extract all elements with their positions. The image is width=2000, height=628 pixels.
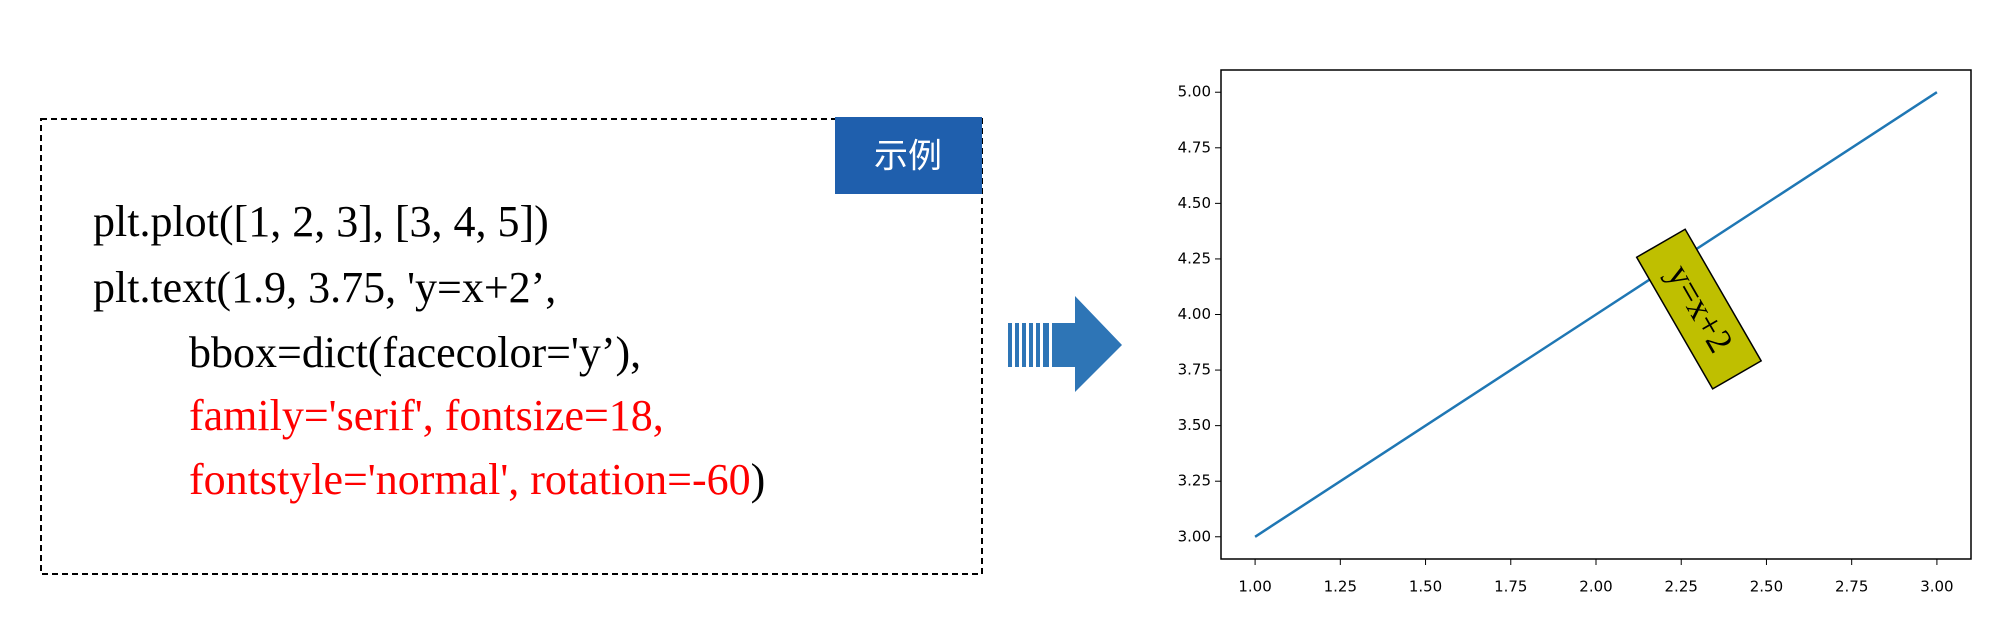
code-segment: ) <box>751 455 766 504</box>
x-tick-label: 2.75 <box>1835 578 1868 596</box>
x-tick-label: 1.25 <box>1324 578 1357 596</box>
annotation-box <box>1635 228 1763 390</box>
x-tick-label: 3.00 <box>1920 578 1953 596</box>
code-line: plt.plot([1, 2, 3], [3, 4, 5]) <box>93 197 549 246</box>
badge-label: 示例 <box>874 137 942 177</box>
x-tick-label: 2.25 <box>1665 578 1698 596</box>
data-line <box>1254 91 1938 538</box>
badge <box>835 117 982 194</box>
y-tick-label: 3.50 <box>1178 416 1211 434</box>
code-segment: bbox=dict(facecolor='y’), <box>189 328 641 377</box>
code-segment: plt.text(1.9, 3.75, 'y=x+2’, <box>93 263 556 312</box>
arrow <box>1008 296 1122 392</box>
code-line: fontstyle='normal', rotation=-60) <box>189 455 765 504</box>
x-tick-label: 2.00 <box>1579 578 1612 596</box>
y-tick-label: 3.25 <box>1178 472 1211 490</box>
code-segment: plt.plot([1, 2, 3], [3, 4, 5]) <box>93 197 549 246</box>
x-tick-label: 2.50 <box>1750 578 1783 596</box>
code-line: plt.text(1.9, 3.75, 'y=x+2’, <box>93 263 556 312</box>
y-tick-label: 3.00 <box>1178 527 1211 545</box>
code-line: family='serif', fontsize=18, <box>189 391 664 440</box>
y-tick-label: 4.50 <box>1178 194 1211 212</box>
y-tick-label: 4.00 <box>1178 305 1211 323</box>
code-box <box>40 118 983 575</box>
x-tick-label: 1.50 <box>1409 578 1442 596</box>
code-segment: fontstyle='normal', rotation=-60 <box>189 455 751 504</box>
y-tick-label: 4.75 <box>1178 138 1211 156</box>
y-tick-label: 4.25 <box>1178 249 1211 267</box>
code-segment: family='serif', fontsize=18, <box>189 391 664 440</box>
annotation: y=x+2 <box>1635 228 1763 390</box>
x-tick-label: 1.00 <box>1238 578 1271 596</box>
y-tick-label: 3.75 <box>1178 361 1211 379</box>
code-line: bbox=dict(facecolor='y’), <box>189 328 641 377</box>
y-tick-label: 5.00 <box>1178 83 1211 101</box>
x-tick-label: 1.75 <box>1494 578 1527 596</box>
